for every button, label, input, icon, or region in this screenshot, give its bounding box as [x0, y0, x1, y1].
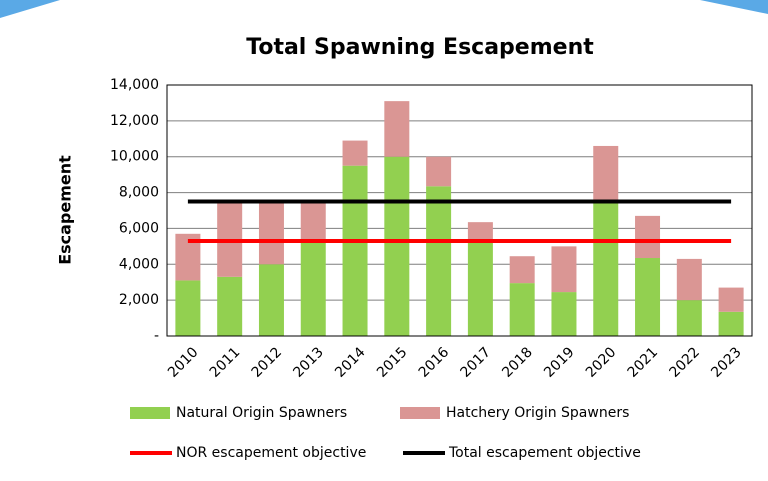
bar	[593, 145, 619, 203]
bar	[300, 203, 326, 243]
bar	[467, 222, 493, 241]
bar	[426, 186, 452, 336]
legend-swatch	[400, 407, 440, 419]
bar	[258, 203, 284, 265]
bar	[384, 156, 410, 336]
corner-decoration	[700, 0, 768, 14]
bar	[342, 140, 368, 166]
bar	[175, 280, 201, 336]
bar	[635, 215, 661, 259]
bar	[467, 240, 493, 336]
bar	[342, 165, 368, 336]
chart-title: Total Spawning Escapement	[246, 35, 594, 60]
bar	[509, 283, 535, 336]
bar	[509, 256, 535, 284]
legend-label: NOR escapement objective	[176, 445, 366, 461]
bar	[300, 242, 326, 336]
y-tick-label: 2,000	[119, 292, 159, 308]
bar	[217, 276, 243, 336]
y-tick-label: -	[154, 328, 159, 344]
legend-swatch	[130, 407, 170, 419]
bar	[718, 287, 744, 312]
bar	[635, 258, 661, 336]
y-tick-label: 8,000	[119, 185, 159, 201]
bar	[384, 101, 410, 157]
bar	[258, 264, 284, 336]
bar	[426, 156, 452, 187]
y-tick-label: 10,000	[110, 149, 159, 165]
y-tick-label: 14,000	[110, 77, 159, 93]
legend-label: Natural Origin Spawners	[176, 405, 347, 421]
bar	[551, 292, 577, 336]
plot-border	[166, 84, 753, 337]
y-tick-label: 12,000	[110, 113, 159, 129]
legend-label: Total escapement objective	[448, 445, 641, 461]
y-tick-label: 6,000	[119, 220, 159, 236]
bar	[718, 311, 744, 336]
y-axis-title: Escapement	[56, 155, 75, 265]
bar	[676, 258, 702, 301]
legend-label: Hatchery Origin Spawners	[446, 405, 629, 421]
bar	[593, 202, 619, 336]
bar	[551, 246, 577, 293]
corner-decoration	[0, 0, 60, 18]
bar	[676, 300, 702, 336]
y-tick-label: 4,000	[119, 256, 159, 272]
